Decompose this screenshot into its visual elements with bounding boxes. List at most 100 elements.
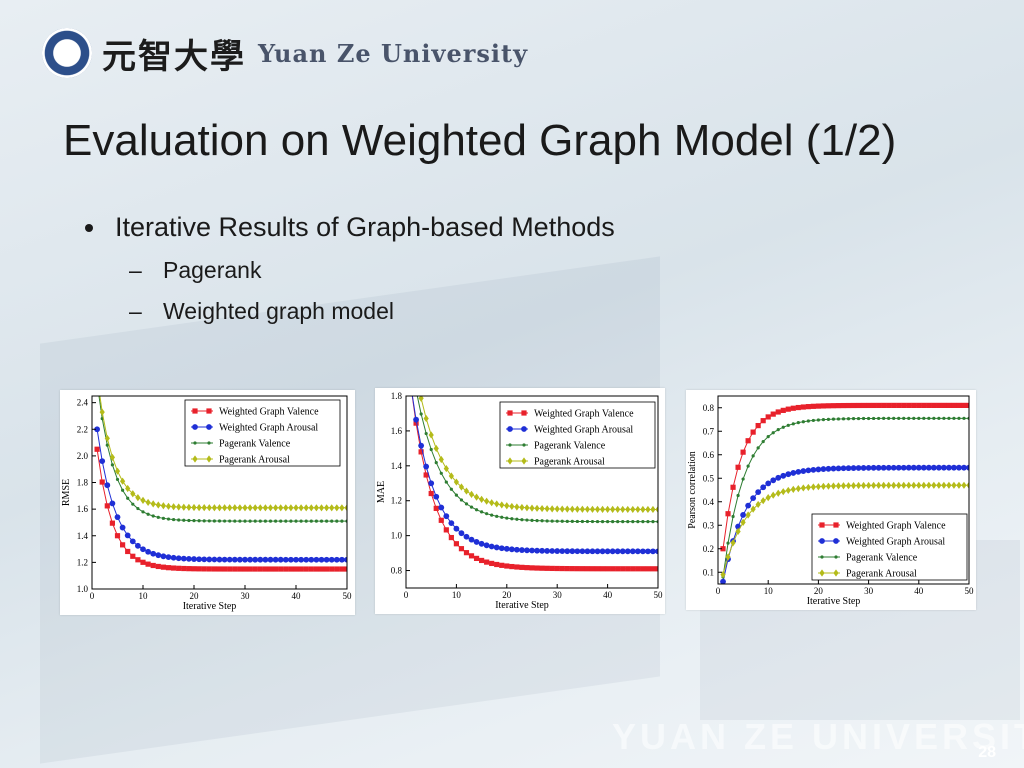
data-point bbox=[901, 402, 907, 409]
data-point bbox=[454, 493, 458, 497]
data-point bbox=[303, 556, 310, 563]
data-point bbox=[94, 426, 100, 433]
data-point bbox=[438, 504, 445, 511]
y-tick-label: 0.7 bbox=[703, 426, 715, 436]
data-point bbox=[298, 566, 304, 572]
data-point bbox=[498, 545, 505, 552]
y-tick-label: 1.0 bbox=[391, 531, 403, 541]
data-point bbox=[428, 480, 435, 487]
data-point bbox=[429, 447, 433, 452]
legend-marker bbox=[833, 569, 839, 577]
data-point bbox=[282, 556, 289, 563]
data-point bbox=[635, 566, 641, 572]
data-point bbox=[217, 519, 222, 523]
data-point bbox=[279, 519, 283, 523]
data-point bbox=[488, 543, 495, 550]
data-point bbox=[825, 403, 832, 409]
x-tick-label: 50 bbox=[343, 591, 353, 601]
data-point bbox=[119, 524, 126, 531]
data-point bbox=[329, 566, 335, 572]
data-point bbox=[900, 464, 907, 471]
legend-entry: Pagerank Arousal bbox=[534, 457, 605, 468]
data-point bbox=[564, 548, 571, 555]
data-point bbox=[222, 504, 228, 512]
data-point bbox=[324, 566, 330, 572]
data-point bbox=[820, 466, 827, 472]
legend-entry: Pagerank Arousal bbox=[846, 569, 917, 580]
data-point bbox=[861, 416, 866, 421]
data-point bbox=[453, 525, 460, 532]
data-point bbox=[600, 519, 605, 524]
data-point bbox=[946, 481, 952, 489]
data-point bbox=[247, 556, 254, 563]
data-point bbox=[237, 566, 243, 572]
legend-entry: Weighted Graph Arousal bbox=[219, 423, 318, 434]
data-point bbox=[278, 504, 284, 512]
data-point bbox=[564, 566, 570, 572]
data-point bbox=[483, 542, 490, 549]
x-tick-label: 30 bbox=[864, 586, 874, 596]
data-point bbox=[479, 495, 485, 503]
data-point bbox=[629, 548, 636, 555]
data-point bbox=[885, 464, 892, 471]
data-point bbox=[233, 519, 237, 523]
data-point bbox=[418, 396, 424, 402]
data-point bbox=[776, 428, 780, 432]
data-point bbox=[810, 466, 817, 473]
data-point bbox=[257, 556, 264, 563]
data-point bbox=[428, 431, 434, 439]
plot-frame bbox=[717, 395, 970, 585]
data-point bbox=[423, 472, 429, 478]
series-pagerank-valence bbox=[98, 396, 347, 523]
x-tick-label: 40 bbox=[603, 590, 613, 600]
data-point bbox=[136, 506, 140, 511]
data-point bbox=[956, 402, 962, 409]
data-point bbox=[525, 518, 529, 522]
dash-icon: – bbox=[129, 257, 142, 283]
data-point bbox=[408, 388, 413, 390]
data-point bbox=[423, 463, 430, 470]
data-point bbox=[579, 548, 586, 555]
data-point bbox=[145, 561, 151, 567]
data-point bbox=[932, 416, 936, 420]
data-point bbox=[243, 519, 247, 523]
y-tick-label: 0.5 bbox=[703, 473, 715, 483]
legend-marker bbox=[192, 455, 198, 463]
slide-title: Evaluation on Weighted Graph Model (1/2) bbox=[63, 116, 897, 165]
data-point bbox=[966, 481, 969, 489]
data-point bbox=[334, 566, 340, 572]
data-point bbox=[796, 421, 800, 425]
data-point bbox=[755, 422, 761, 429]
data-point bbox=[780, 488, 786, 496]
x-tick-label: 40 bbox=[292, 591, 302, 601]
data-point bbox=[846, 417, 851, 421]
data-point bbox=[927, 416, 931, 420]
legend-marker bbox=[207, 441, 211, 445]
data-point bbox=[131, 502, 135, 506]
data-point bbox=[569, 505, 575, 513]
data-point bbox=[257, 566, 263, 572]
data-point bbox=[458, 530, 465, 537]
data-point bbox=[916, 402, 922, 409]
data-point bbox=[413, 416, 419, 423]
data-point bbox=[891, 402, 897, 409]
data-point bbox=[549, 565, 555, 572]
data-point bbox=[620, 566, 626, 572]
data-point bbox=[579, 566, 585, 572]
legend-entry: Pagerank Valence bbox=[219, 439, 291, 450]
data-point bbox=[283, 566, 289, 572]
x-tick-label: 30 bbox=[241, 591, 251, 601]
bullet-dot-icon bbox=[85, 223, 93, 232]
data-point bbox=[966, 464, 969, 471]
data-point bbox=[606, 520, 610, 524]
data-point bbox=[237, 556, 243, 563]
data-point bbox=[616, 520, 620, 524]
data-point bbox=[580, 519, 584, 524]
data-point bbox=[841, 417, 846, 421]
data-point bbox=[850, 465, 857, 471]
data-point bbox=[926, 402, 932, 409]
data-point bbox=[625, 505, 631, 514]
data-point bbox=[196, 566, 202, 572]
data-point bbox=[892, 416, 896, 420]
data-point bbox=[99, 458, 106, 465]
